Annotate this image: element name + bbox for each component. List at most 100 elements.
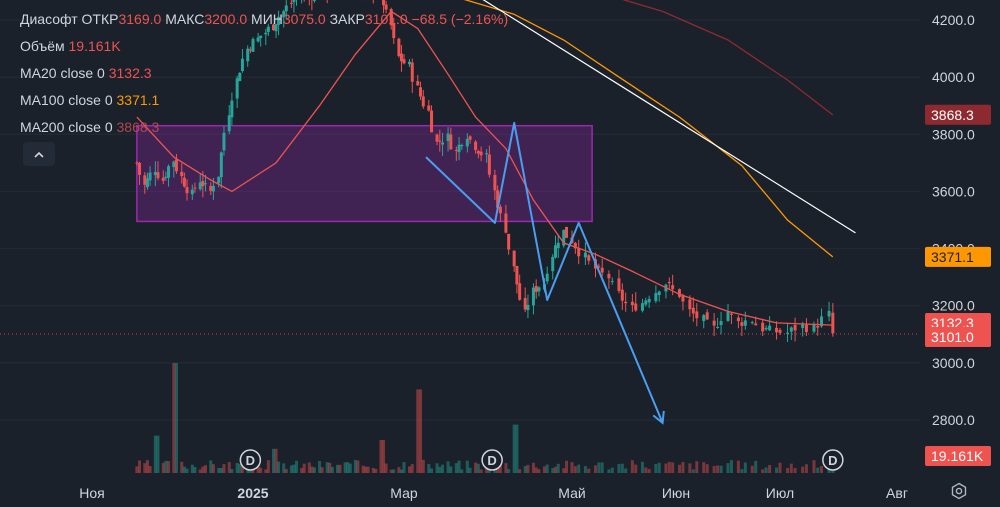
ma100-line xyxy=(463,0,834,258)
candle-body xyxy=(526,304,530,311)
candle-body xyxy=(504,213,508,233)
candle-body xyxy=(644,300,648,305)
volume-bar xyxy=(325,462,329,473)
volume-bar xyxy=(537,469,541,473)
volume-bar xyxy=(198,469,202,473)
volume-bar xyxy=(201,466,205,473)
volume-bar xyxy=(640,461,644,473)
volume-bar xyxy=(487,469,491,473)
volume-bar xyxy=(761,469,765,473)
candle-body xyxy=(820,316,824,327)
volume-bar xyxy=(164,460,168,473)
volume-bar xyxy=(812,460,816,473)
volume-bar xyxy=(353,460,357,473)
volume-bar xyxy=(161,462,165,473)
ma200-row[interactable]: MA200 close 0 3868.3 xyxy=(20,114,508,141)
ma100-badge xyxy=(925,246,991,267)
volume-bar xyxy=(564,460,568,473)
candle-body xyxy=(607,273,611,279)
volume-label: Объём xyxy=(20,38,65,54)
volume-bar xyxy=(719,465,723,473)
candle-body xyxy=(657,291,661,296)
candle-body xyxy=(438,140,442,142)
x-tick-label: Май xyxy=(558,485,585,501)
candle-body xyxy=(793,324,797,331)
gear-icon[interactable] xyxy=(950,482,968,500)
candle-body xyxy=(138,162,142,175)
volume-bar xyxy=(185,468,189,473)
volume-bar xyxy=(312,467,316,473)
symbol-name[interactable]: Диасофт xyxy=(20,11,78,27)
volume-bar xyxy=(148,465,152,473)
ma20-row[interactable]: MA20 close 0 3132.3 xyxy=(20,60,508,87)
volume-bar xyxy=(421,459,425,473)
high-value: 3200.0 xyxy=(204,11,248,27)
drawing-rectangle[interactable] xyxy=(136,124,593,223)
candle-body xyxy=(620,289,624,301)
volume-bar xyxy=(793,468,797,473)
volume-row[interactable]: Объём 19.161K xyxy=(20,33,508,60)
candle-body xyxy=(190,189,194,195)
ma100-row[interactable]: MA100 close 0 3371.1 xyxy=(20,87,508,114)
volume-bar xyxy=(820,465,824,473)
volume-bar xyxy=(775,467,779,473)
volume-badge-label: 19.161K xyxy=(931,448,984,464)
volume-bar xyxy=(264,469,268,473)
candle-body xyxy=(736,317,740,322)
legend-collapse-button[interactable] xyxy=(23,142,55,166)
candle-body xyxy=(476,150,480,154)
ma20-line xyxy=(136,10,833,326)
volume-bar xyxy=(399,469,403,473)
candle-body xyxy=(564,226,568,238)
y-tick-label: 3000.0 xyxy=(932,355,975,371)
y-axis[interactable]: 4200.04000.03800.03600.03400.03200.03000… xyxy=(932,12,975,428)
volume-bar xyxy=(435,463,439,473)
candle-body xyxy=(185,187,189,194)
x-axis[interactable]: Ноя 2025 Мар Май Июн Июл Авг xyxy=(79,485,908,501)
candle-body xyxy=(259,35,263,38)
candle-body xyxy=(421,96,425,107)
candle-body xyxy=(135,162,139,164)
volume-bar xyxy=(310,466,314,473)
dividend-marker xyxy=(822,449,844,471)
volume-bar xyxy=(647,468,651,473)
candle-body xyxy=(691,307,695,314)
volume-bar xyxy=(607,469,611,473)
volume-bar xyxy=(573,466,577,473)
candle-body xyxy=(399,53,403,62)
candle-body xyxy=(705,312,709,320)
candle-body xyxy=(507,233,511,250)
candle-body xyxy=(172,161,176,168)
x-tick-label: Июн xyxy=(662,485,690,501)
volume-bar xyxy=(446,461,450,473)
volume-bar xyxy=(180,461,184,473)
volume-bar xyxy=(408,466,412,473)
volume-bar xyxy=(174,363,178,473)
volume-bar xyxy=(402,462,406,473)
volume-bar xyxy=(371,467,375,473)
drawings[interactable] xyxy=(425,0,856,425)
close-value: 3101.0 xyxy=(364,11,408,27)
candle-body xyxy=(496,190,500,208)
candle-body xyxy=(167,166,171,178)
candle-body xyxy=(145,178,149,188)
volume-bar xyxy=(172,363,176,473)
arrow-head xyxy=(652,410,665,425)
volume-bar xyxy=(743,462,747,473)
open-value: 3169.0 xyxy=(118,11,162,27)
candle-body xyxy=(750,322,754,324)
volume-bar xyxy=(302,463,306,473)
volume-bar xyxy=(392,469,396,473)
candle-body xyxy=(430,110,434,133)
candle-body xyxy=(647,298,651,303)
candle-body xyxy=(454,149,458,151)
volume-bar xyxy=(496,465,500,473)
candle-body xyxy=(410,62,414,82)
candle-body xyxy=(479,151,483,156)
candle-body xyxy=(498,206,502,214)
candle-body xyxy=(688,299,692,310)
candle-body xyxy=(203,183,207,185)
candle-body xyxy=(441,142,445,145)
